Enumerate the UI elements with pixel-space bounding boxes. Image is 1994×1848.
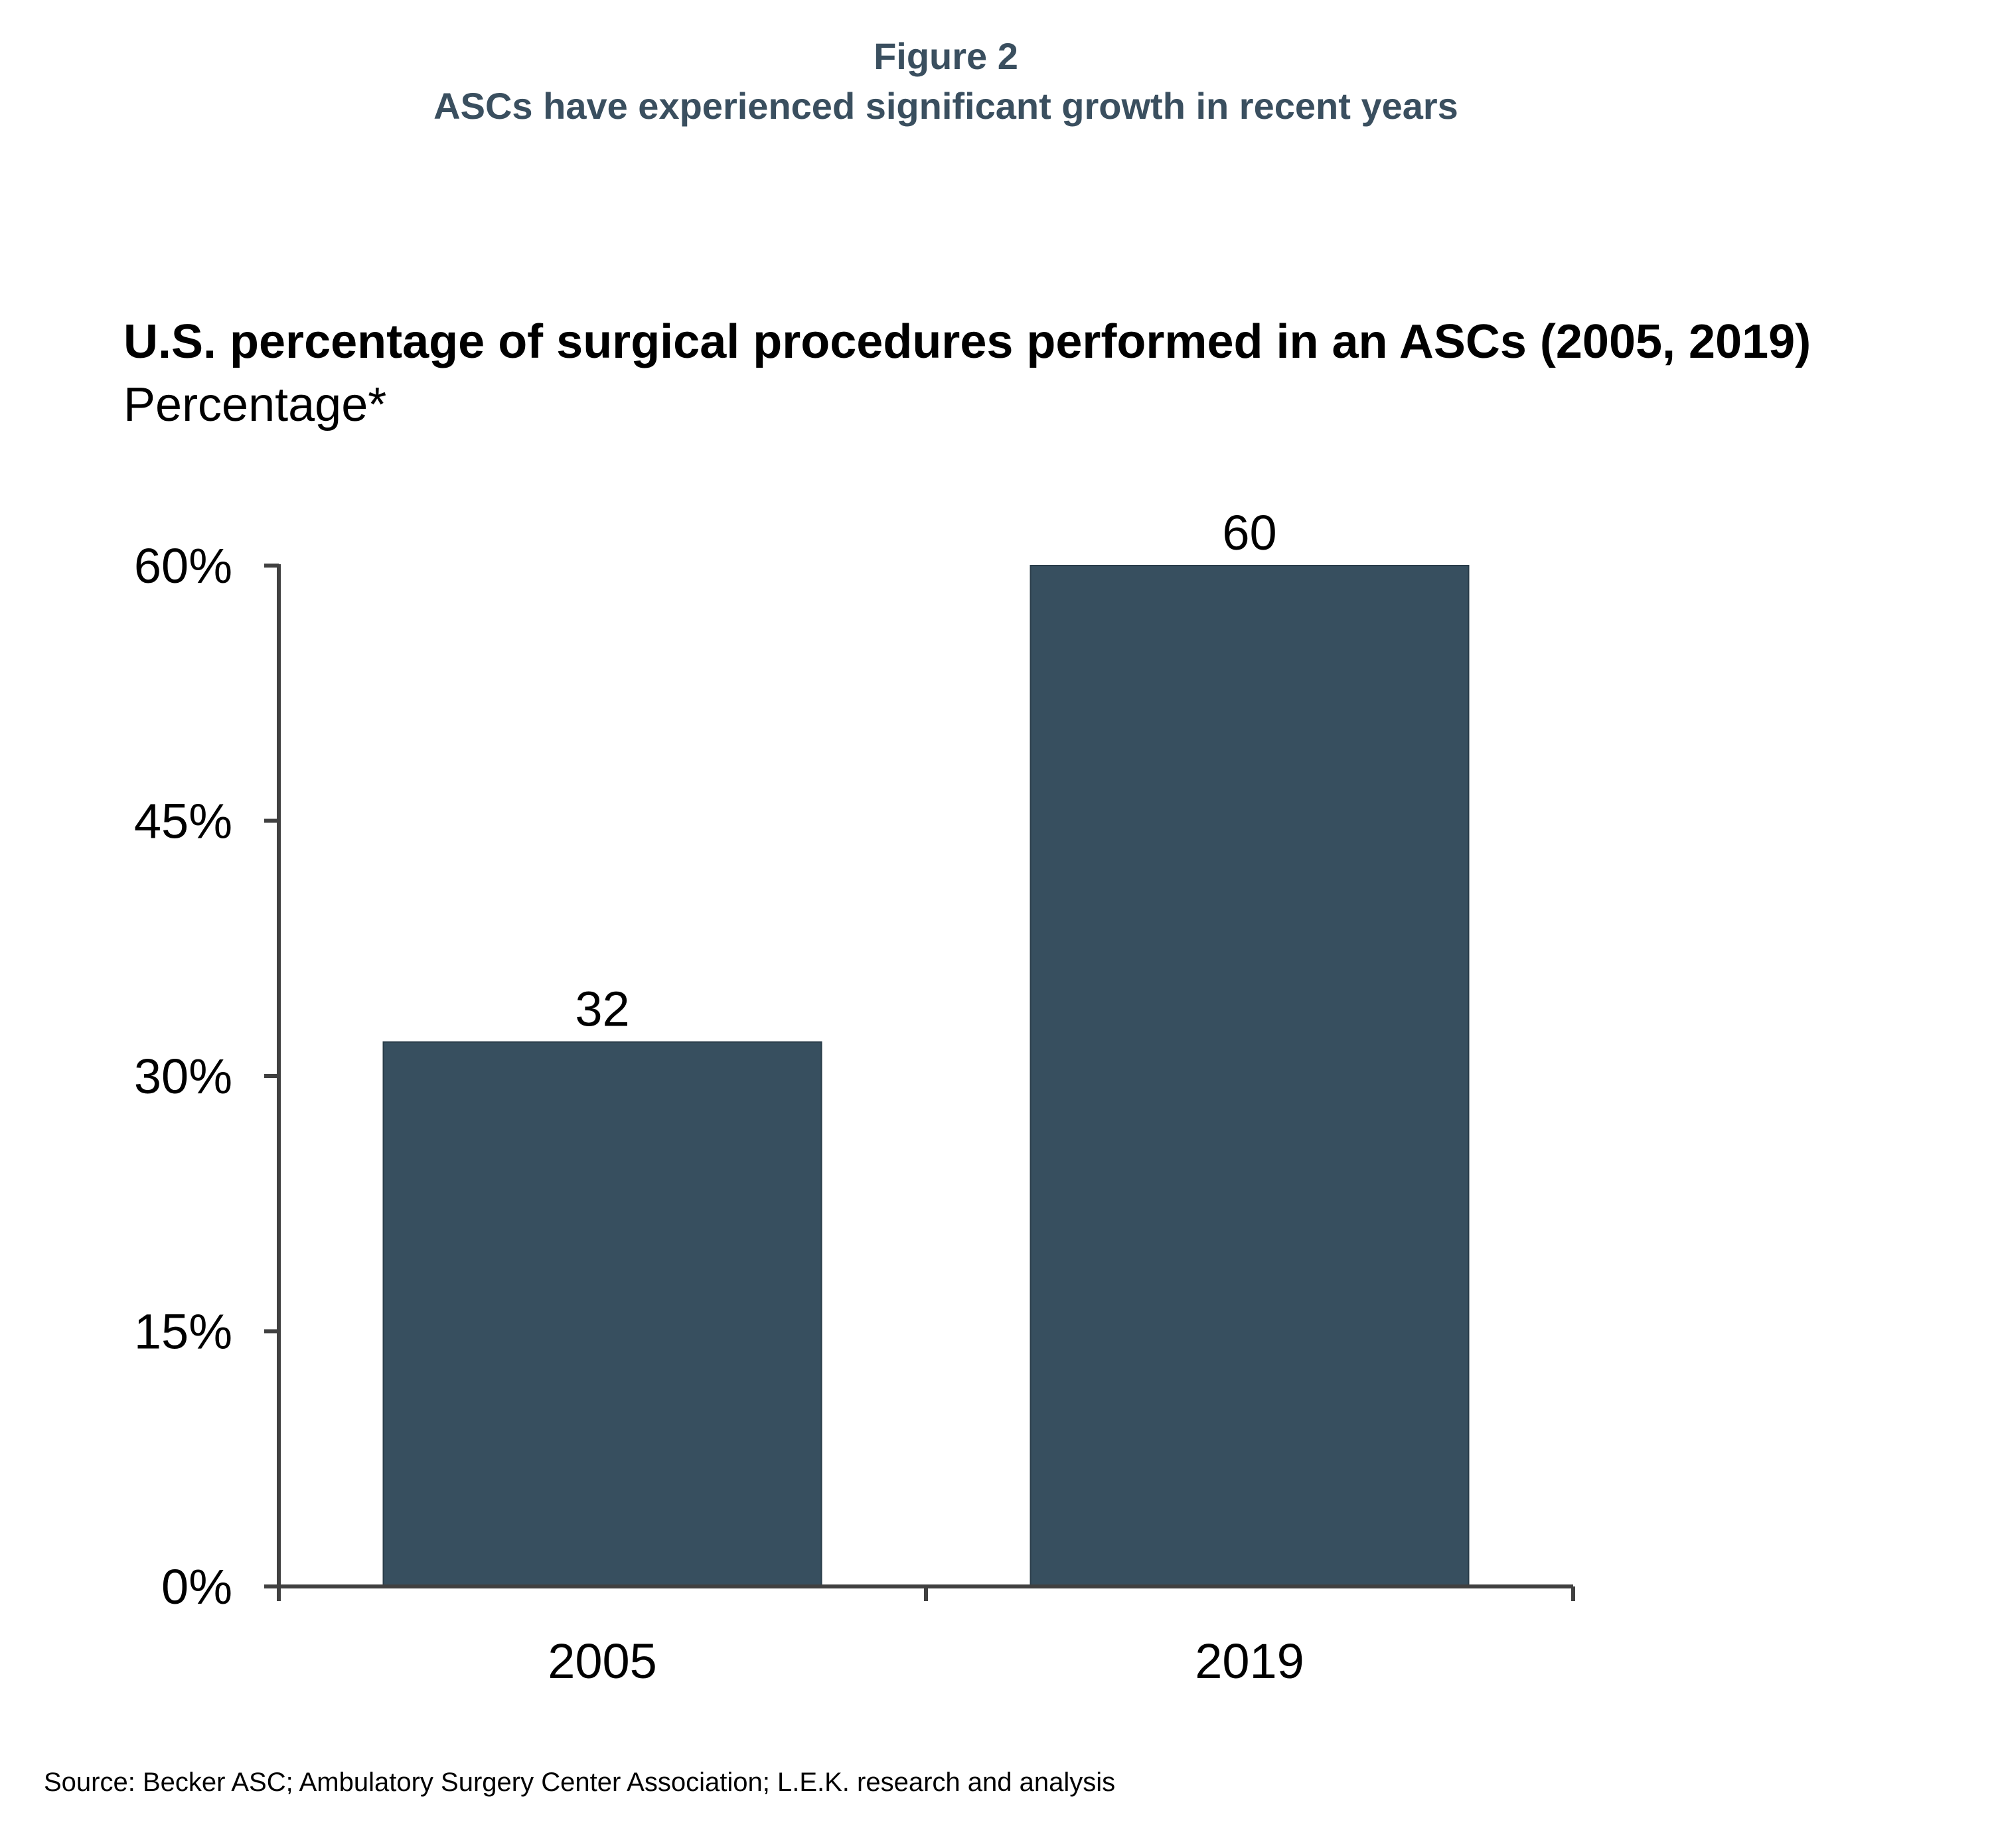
y-tick-label: 60% xyxy=(134,538,232,593)
bar-2019 xyxy=(1030,565,1470,1587)
x-axis-ticks: 2005 2019 xyxy=(277,1586,1575,1689)
y-tick-label: 15% xyxy=(134,1304,232,1359)
chart-title: U.S. percentage of surgical procedures p… xyxy=(123,315,1811,368)
figure-caption: ASCs have experienced significant growth… xyxy=(433,85,1458,127)
chart-subtitle: Percentage* xyxy=(123,378,387,431)
y-tick-label: 45% xyxy=(134,794,232,849)
y-tick-label: 0% xyxy=(161,1559,232,1614)
source-note: Source: Becker ASC; Ambulatory Surgery C… xyxy=(44,1768,1116,1797)
data-label-2005: 32 xyxy=(575,982,629,1037)
figure-label: Figure 2 xyxy=(874,35,1018,77)
data-label-2019: 60 xyxy=(1222,505,1276,560)
x-tick-label: 2005 xyxy=(548,1634,657,1689)
x-tick-label: 2019 xyxy=(1195,1634,1304,1689)
y-axis-ticks: 0% 15% 30% 45% 60% xyxy=(134,538,279,1614)
y-tick-label: 30% xyxy=(134,1049,232,1104)
bar-2005 xyxy=(382,1041,822,1587)
bars: 32 60 xyxy=(382,505,1470,1587)
